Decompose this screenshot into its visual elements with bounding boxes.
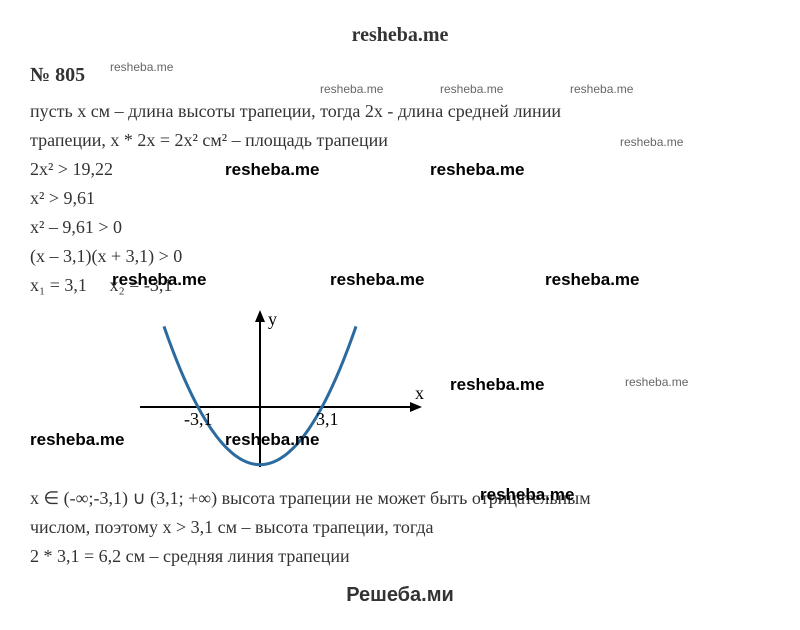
problem-number: № 805 <box>30 60 770 90</box>
svg-text:-3,1: -3,1 <box>184 409 213 429</box>
footer-text: Решеба.ми <box>30 580 770 610</box>
parabola-chart: y x -3,1 3,1 <box>130 307 430 477</box>
text-line: числом, поэтому х > 3,1 см – высота трап… <box>30 514 770 541</box>
svg-text:3,1: 3,1 <box>316 409 339 429</box>
text-line: 2 * 3,1 = 6,2 см – средняя линия трапеци… <box>30 543 770 570</box>
chart-svg: y x -3,1 3,1 <box>130 307 430 477</box>
text-line: x ∈ (-∞;-3,1) ∪ (3,1; +∞) высота трапеци… <box>30 485 770 512</box>
svg-text:x: x <box>415 383 424 403</box>
root-2: х₂ = -3,1 <box>109 275 172 295</box>
page-title: resheba.me <box>30 20 770 50</box>
text-line: пусть х см – длина высоты трапеции, тогд… <box>30 98 770 125</box>
solution-content: resheba.me № 805 пусть х см – длина высо… <box>0 0 800 630</box>
text-line: х² > 9,61 <box>30 185 770 212</box>
text-line: х² – 9,61 > 0 <box>30 214 770 241</box>
svg-text:y: y <box>268 309 277 329</box>
root-1: х₁ = 3,1 <box>30 275 87 295</box>
text-line: (х – 3,1)(х + 3,1) > 0 <box>30 243 770 270</box>
text-line: 2х² > 19,22 <box>30 156 770 183</box>
text-line: х₁ = 3,1 х₂ = -3,1 <box>30 272 770 299</box>
text-line: трапеции, х * 2х = 2х² см² – площадь тра… <box>30 127 770 154</box>
